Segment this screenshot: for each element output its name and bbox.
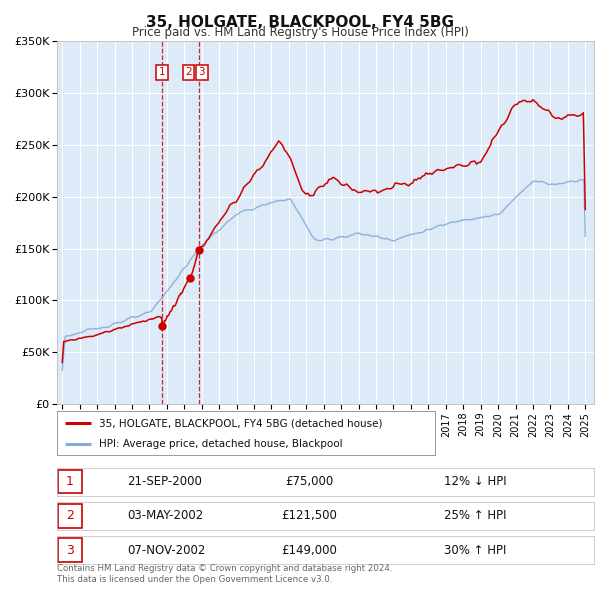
- Text: 2: 2: [185, 67, 192, 77]
- FancyBboxPatch shape: [58, 538, 82, 562]
- FancyBboxPatch shape: [58, 504, 82, 527]
- Text: Contains HM Land Registry data © Crown copyright and database right 2024.: Contains HM Land Registry data © Crown c…: [57, 565, 392, 573]
- Text: 30% ↑ HPI: 30% ↑ HPI: [443, 543, 506, 556]
- Text: £121,500: £121,500: [281, 509, 337, 522]
- Text: 3: 3: [199, 67, 205, 77]
- Text: 1: 1: [66, 475, 74, 488]
- Text: 21-SEP-2000: 21-SEP-2000: [127, 475, 202, 488]
- Text: 07-NOV-2002: 07-NOV-2002: [127, 543, 205, 556]
- Text: 2: 2: [66, 509, 74, 522]
- Text: 1: 1: [158, 67, 165, 77]
- Text: 35, HOLGATE, BLACKPOOL, FY4 5BG (detached house): 35, HOLGATE, BLACKPOOL, FY4 5BG (detache…: [98, 418, 382, 428]
- Text: This data is licensed under the Open Government Licence v3.0.: This data is licensed under the Open Gov…: [57, 575, 332, 584]
- Text: 25% ↑ HPI: 25% ↑ HPI: [443, 509, 506, 522]
- Text: HPI: Average price, detached house, Blackpool: HPI: Average price, detached house, Blac…: [98, 438, 342, 448]
- Text: £149,000: £149,000: [281, 543, 337, 556]
- FancyBboxPatch shape: [58, 470, 82, 493]
- Text: Price paid vs. HM Land Registry's House Price Index (HPI): Price paid vs. HM Land Registry's House …: [131, 26, 469, 39]
- Text: 12% ↓ HPI: 12% ↓ HPI: [443, 475, 506, 488]
- Text: 03-MAY-2002: 03-MAY-2002: [127, 509, 203, 522]
- Text: £75,000: £75,000: [285, 475, 334, 488]
- Text: 3: 3: [66, 543, 74, 556]
- Text: 35, HOLGATE, BLACKPOOL, FY4 5BG: 35, HOLGATE, BLACKPOOL, FY4 5BG: [146, 15, 454, 30]
